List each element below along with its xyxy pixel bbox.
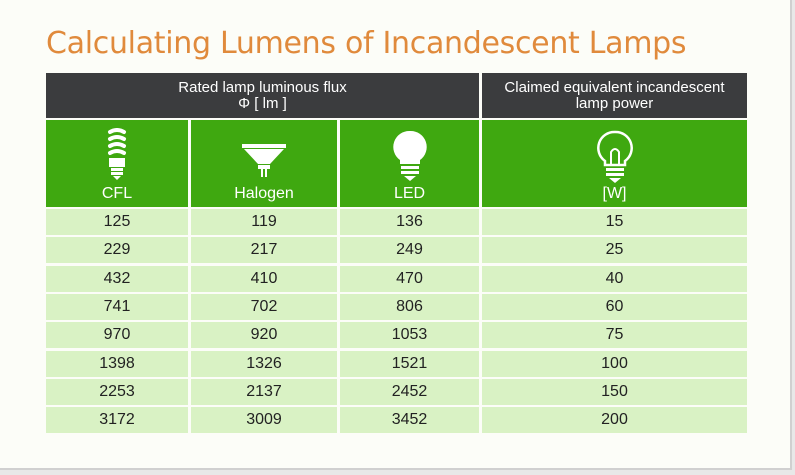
table-cell: 1053 [340,322,479,349]
table-cell: 229 [46,237,188,264]
header-flux-line2: Φ [ lm ] [238,94,287,112]
table-cell: 119 [191,209,337,235]
table-cell: 150 [482,378,747,405]
table-cell: 702 [191,293,337,320]
table-cell: 200 [482,407,747,434]
header-equivalent-power: Claimed equivalent incandescent lamp pow… [482,73,747,118]
table-cell: 249 [340,237,479,264]
table-cell: 970 [46,322,188,349]
table-cell: 15 [482,209,747,235]
table-cell: 2137 [191,378,337,405]
table-cell: 125 [46,209,188,235]
table-cell: 410 [191,265,337,292]
table-cell: 60 [482,293,747,320]
header-power-line2: lamp power [575,94,654,112]
table-cell: 806 [340,293,479,320]
table-cell: 100 [482,350,747,377]
led-bulb-icon [392,128,427,187]
table-cell: 1326 [191,350,337,377]
table-cell: 2253 [46,378,188,405]
table-cell: 25 [482,237,747,264]
table-cell: 2452 [340,378,479,405]
cfl-bulb-icon [103,128,131,185]
table-cell: 741 [46,293,188,320]
table-cell: 40 [482,265,747,292]
column-header-cfl: CFL [46,120,188,207]
table-cell: 432 [46,265,188,292]
column-header-halogen: Halogen [191,120,337,207]
column-label-halogen: Halogen [234,185,294,202]
column-header-watts: [W] [482,120,747,207]
column-label-watts: [W] [602,185,627,202]
table-cell: 217 [191,237,337,264]
table-cell: 3172 [46,407,188,434]
header-flux-line1: Rated lamp luminous flux [178,78,347,96]
table-cell: 3452 [340,407,479,434]
table-cell: 1521 [340,350,479,377]
column-header-led: LED [340,120,479,207]
header-luminous-flux: Rated lamp luminous flux Φ [ lm ] [46,73,479,118]
slide-title: Calculating Lumens of Incandescent Lamps [46,26,687,61]
column-label-cfl: CFL [101,185,133,202]
table-cell: 3009 [191,407,337,434]
halogen-spot-icon [240,128,288,193]
column-label-led: LED [393,185,426,202]
table-cell: 75 [482,322,747,349]
table-cell: 920 [191,322,337,349]
table-cell: 136 [340,209,479,235]
table-cell: 470 [340,265,479,292]
table-cell: 1398 [46,350,188,377]
incandescent-bulb-icon [596,128,633,189]
header-power-line1: Claimed equivalent incandescent [504,78,725,96]
